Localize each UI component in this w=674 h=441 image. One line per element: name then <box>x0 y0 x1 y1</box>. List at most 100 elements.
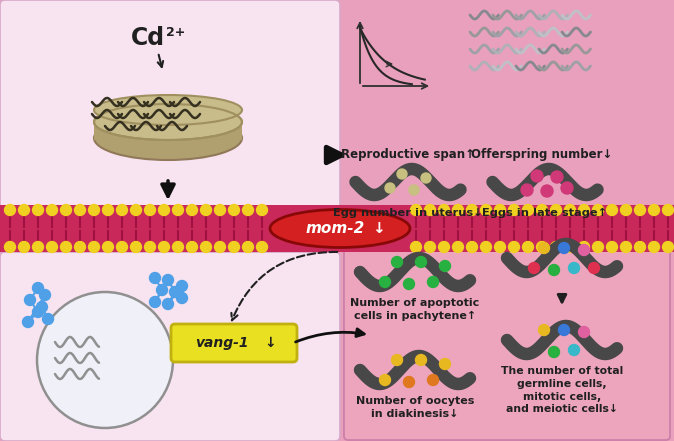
Circle shape <box>439 242 450 253</box>
Circle shape <box>537 242 547 253</box>
Circle shape <box>588 262 599 273</box>
Circle shape <box>481 242 491 253</box>
Ellipse shape <box>94 116 242 160</box>
Circle shape <box>578 326 590 337</box>
Circle shape <box>415 355 427 366</box>
Text: Cd: Cd <box>131 26 165 50</box>
Circle shape <box>200 242 212 253</box>
Text: vang-1: vang-1 <box>195 336 249 350</box>
Circle shape <box>385 183 395 193</box>
Circle shape <box>421 173 431 183</box>
Circle shape <box>243 242 253 253</box>
Text: mom-2: mom-2 <box>305 221 365 236</box>
Text: Reproductive span↑: Reproductive span↑ <box>341 148 475 161</box>
Circle shape <box>495 242 506 253</box>
Circle shape <box>32 283 44 294</box>
Text: ↓: ↓ <box>264 336 276 350</box>
Circle shape <box>425 205 435 216</box>
Circle shape <box>522 205 534 216</box>
Circle shape <box>549 347 559 358</box>
Circle shape <box>392 355 402 366</box>
Circle shape <box>200 205 212 216</box>
Circle shape <box>410 205 421 216</box>
Circle shape <box>144 205 156 216</box>
Circle shape <box>177 280 187 292</box>
Circle shape <box>158 205 169 216</box>
FancyBboxPatch shape <box>171 324 297 362</box>
Circle shape <box>592 205 603 216</box>
Circle shape <box>561 182 573 194</box>
Circle shape <box>379 277 390 288</box>
Circle shape <box>158 242 169 253</box>
Circle shape <box>565 205 576 216</box>
Text: Eggs in late stage↑: Eggs in late stage↑ <box>483 208 607 218</box>
Circle shape <box>228 242 239 253</box>
Circle shape <box>102 242 113 253</box>
FancyBboxPatch shape <box>0 0 340 210</box>
Circle shape <box>150 273 160 284</box>
Circle shape <box>5 242 16 253</box>
Ellipse shape <box>270 209 410 247</box>
Circle shape <box>40 289 51 300</box>
FancyBboxPatch shape <box>344 226 670 440</box>
Circle shape <box>102 205 113 216</box>
Circle shape <box>439 359 450 370</box>
Circle shape <box>508 205 520 216</box>
Circle shape <box>177 292 187 303</box>
Circle shape <box>592 242 603 253</box>
FancyArrowPatch shape <box>231 252 337 320</box>
Circle shape <box>481 205 491 216</box>
Circle shape <box>578 244 590 255</box>
Circle shape <box>508 242 520 253</box>
FancyArrowPatch shape <box>296 329 364 342</box>
Text: Number of oocytes
in diakinesis↓: Number of oocytes in diakinesis↓ <box>356 396 474 419</box>
Circle shape <box>648 205 659 216</box>
Circle shape <box>565 242 576 253</box>
Circle shape <box>162 274 173 285</box>
Circle shape <box>621 242 632 253</box>
Circle shape <box>131 242 142 253</box>
Circle shape <box>18 205 30 216</box>
Circle shape <box>410 242 421 253</box>
Circle shape <box>528 262 539 273</box>
Circle shape <box>173 242 183 253</box>
Circle shape <box>61 242 71 253</box>
Circle shape <box>32 205 44 216</box>
Circle shape <box>61 205 71 216</box>
Circle shape <box>452 242 464 253</box>
Circle shape <box>47 205 57 216</box>
Circle shape <box>559 243 570 254</box>
Circle shape <box>404 377 415 388</box>
Circle shape <box>663 242 673 253</box>
Ellipse shape <box>94 95 242 125</box>
Text: The number of total
germline cells,
mitotic cells,
and meiotic cells↓: The number of total germline cells, mito… <box>501 366 623 415</box>
Circle shape <box>144 242 156 253</box>
Circle shape <box>551 171 563 183</box>
Circle shape <box>22 317 34 328</box>
Circle shape <box>32 242 44 253</box>
Circle shape <box>551 242 561 253</box>
Circle shape <box>24 295 36 306</box>
Text: Number of apoptotic
cells in pachytene↑: Number of apoptotic cells in pachytene↑ <box>350 298 480 321</box>
Text: ↓: ↓ <box>371 221 384 236</box>
Circle shape <box>621 205 632 216</box>
Circle shape <box>578 242 590 253</box>
Circle shape <box>243 205 253 216</box>
Circle shape <box>539 325 549 336</box>
Circle shape <box>75 242 86 253</box>
Circle shape <box>187 205 197 216</box>
Circle shape <box>568 262 580 273</box>
Circle shape <box>36 302 47 313</box>
Circle shape <box>117 205 127 216</box>
Circle shape <box>404 279 415 289</box>
Circle shape <box>5 205 16 216</box>
Circle shape <box>521 184 533 196</box>
Circle shape <box>214 205 226 216</box>
Circle shape <box>439 205 450 216</box>
Circle shape <box>156 284 168 295</box>
Circle shape <box>18 242 30 253</box>
Circle shape <box>537 205 547 216</box>
Circle shape <box>568 344 580 355</box>
Circle shape <box>379 374 390 385</box>
Circle shape <box>37 292 173 428</box>
